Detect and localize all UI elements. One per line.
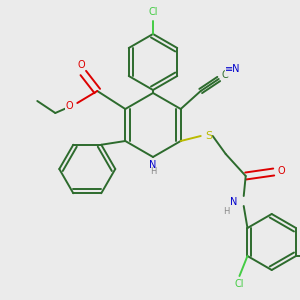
Text: ≡N: ≡N — [225, 64, 241, 74]
Text: O: O — [77, 60, 85, 70]
Text: S: S — [205, 131, 212, 141]
Text: C: C — [221, 70, 228, 80]
Text: O: O — [278, 166, 286, 176]
Text: H: H — [150, 167, 156, 176]
Text: Cl: Cl — [148, 7, 158, 17]
Text: N: N — [230, 197, 237, 207]
Text: H: H — [224, 206, 230, 215]
Text: O: O — [65, 101, 73, 111]
Text: Cl: Cl — [235, 279, 244, 289]
Text: N: N — [149, 160, 157, 170]
